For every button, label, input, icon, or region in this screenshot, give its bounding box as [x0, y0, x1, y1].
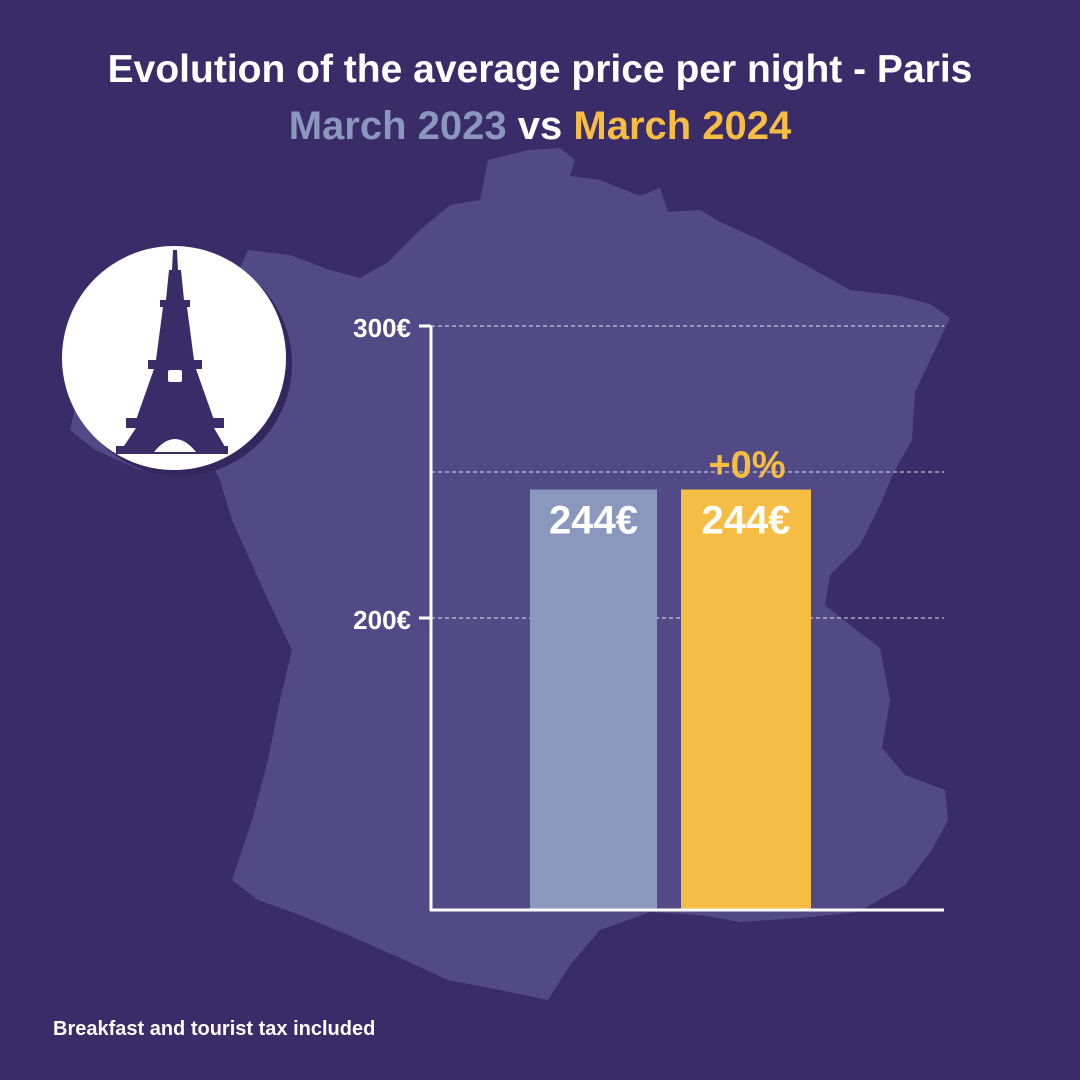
bar-value-label-1: 244€ — [549, 499, 638, 543]
eiffel-tower-icon — [116, 250, 228, 454]
bar-2 — [681, 489, 811, 910]
footnote: Breakfast and tourist tax included — [53, 1018, 376, 1040]
eiffel-tower-badge — [62, 246, 292, 476]
bar-value-label-2: 244€ — [702, 499, 791, 543]
subtitle-period-1: March 2023 — [288, 104, 507, 148]
y-tick-label: 200€ — [353, 605, 411, 635]
y-tick-label: 300€ — [353, 313, 411, 343]
subtitle-period-2: March 2024 — [573, 104, 792, 148]
page-title: Evolution of the average price per night… — [107, 48, 973, 91]
change-label: +0% — [708, 445, 785, 487]
subtitle: March 2023 vs March 2024 — [0, 104, 1080, 149]
bar-1 — [530, 489, 657, 910]
subtitle-connector: vs — [517, 104, 563, 148]
